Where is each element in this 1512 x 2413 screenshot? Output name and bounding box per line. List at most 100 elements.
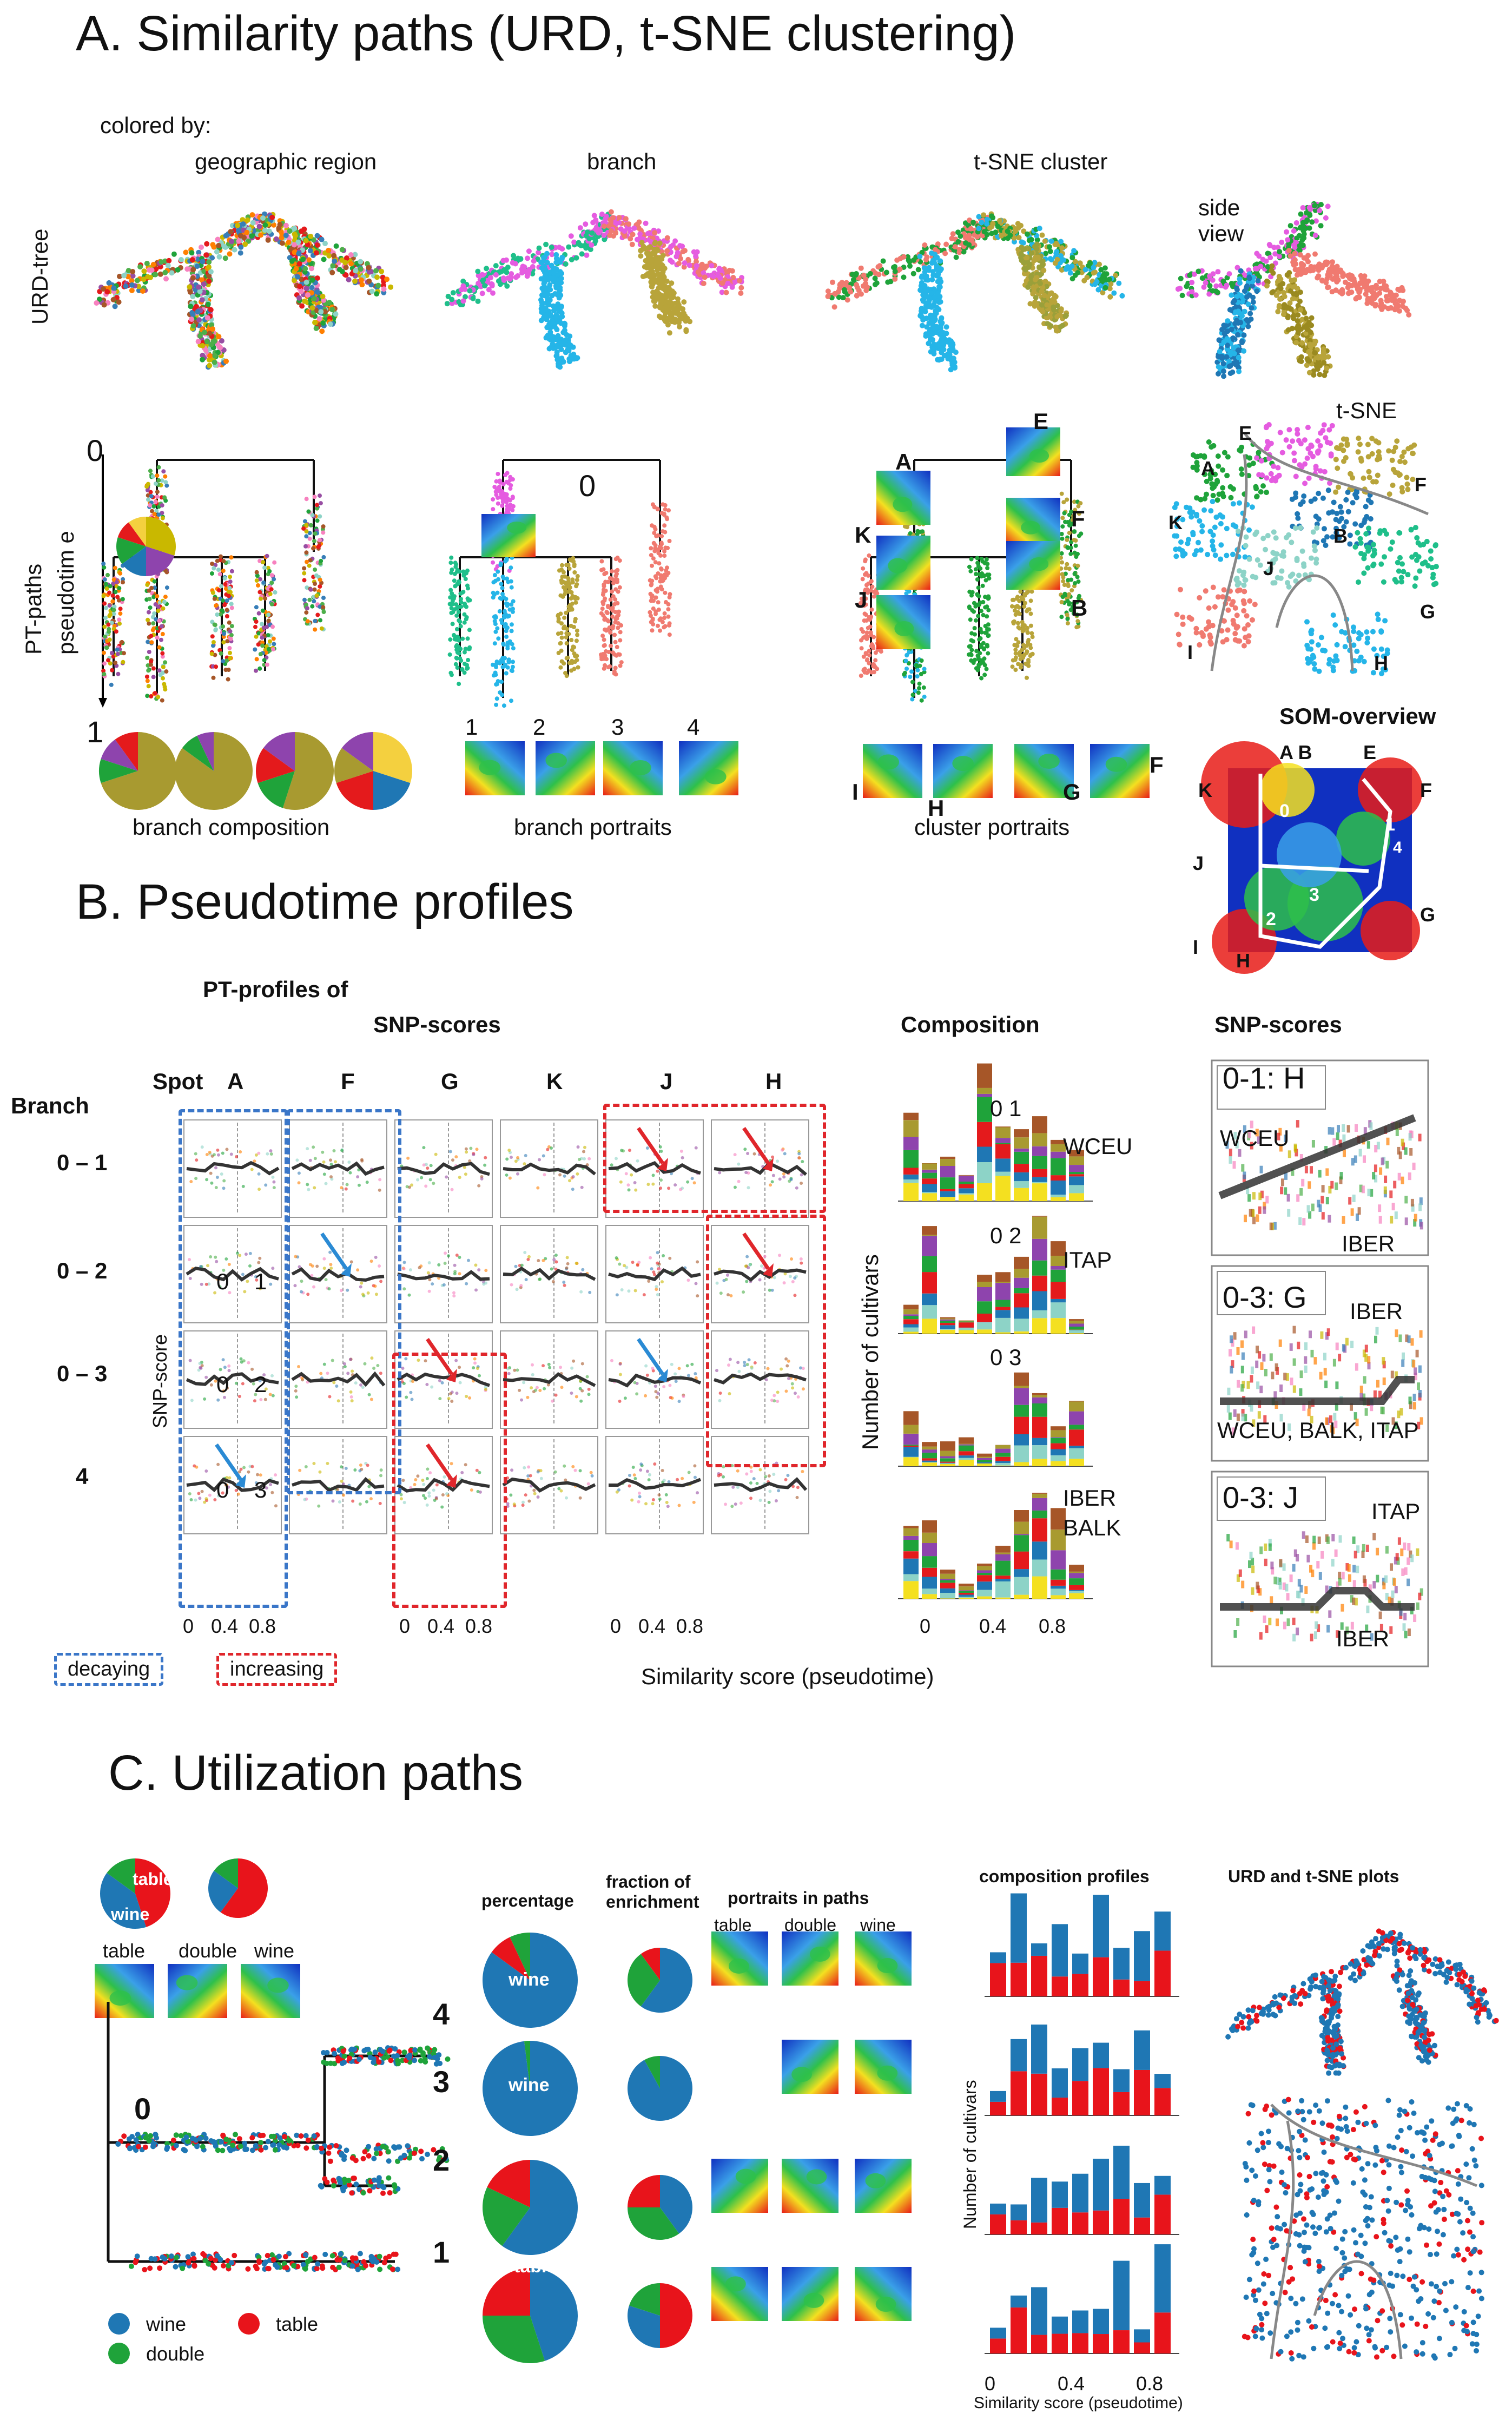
urd-point — [1236, 347, 1242, 353]
pt-point — [117, 617, 122, 622]
pt-point — [658, 628, 662, 633]
urd-point — [738, 291, 744, 296]
pt-point — [103, 605, 108, 610]
pt-point — [495, 626, 500, 631]
urd-point — [203, 347, 209, 353]
urd-point — [676, 303, 682, 309]
pt-point — [162, 682, 167, 687]
pt-point — [305, 606, 309, 611]
urd-point — [1372, 303, 1378, 309]
pt-point — [265, 553, 269, 558]
urd-point — [500, 258, 506, 263]
urd-point — [1295, 312, 1301, 318]
pt-point — [115, 651, 120, 656]
pt-point — [152, 579, 157, 584]
urd-point — [958, 233, 963, 239]
pt-point — [120, 639, 124, 644]
pt-point — [162, 599, 167, 604]
pt-point — [496, 577, 501, 582]
urd-point — [1245, 324, 1251, 329]
pt-point — [460, 667, 465, 672]
urd-point — [1308, 263, 1314, 269]
urd-point — [326, 300, 332, 306]
urd-point — [292, 242, 297, 248]
urd-point — [1277, 296, 1283, 302]
urd-point — [197, 288, 203, 294]
pt-point — [212, 596, 217, 601]
pt-point — [510, 507, 515, 512]
urd-point — [1091, 270, 1097, 276]
pt-point — [210, 634, 215, 639]
urd-point — [169, 270, 175, 276]
urd-point — [1027, 301, 1033, 307]
urd-point — [106, 280, 112, 286]
pt-point — [102, 624, 107, 629]
urd-point — [475, 298, 481, 304]
urd-point — [677, 324, 683, 329]
urd-point — [1270, 270, 1276, 276]
urd-point — [925, 277, 931, 283]
urd-point — [1179, 293, 1185, 299]
urd-point — [979, 220, 985, 226]
urd-point — [514, 273, 520, 279]
urd-point — [1325, 203, 1331, 209]
urd-point — [450, 290, 456, 296]
pt-point — [116, 671, 121, 676]
pt-point — [304, 523, 309, 528]
urd-point — [649, 275, 654, 281]
urd-point — [308, 234, 314, 239]
pt-point — [612, 671, 617, 676]
pt-point — [304, 610, 309, 615]
pt-point — [452, 607, 457, 612]
pt-point — [613, 587, 618, 592]
pt-point — [494, 702, 499, 707]
urd-point — [1058, 253, 1064, 259]
urd-point — [539, 309, 545, 315]
urd-point — [1024, 255, 1030, 261]
pt-point — [156, 695, 161, 700]
pt-point — [663, 530, 668, 535]
pt-point — [211, 675, 216, 680]
urd-point — [1327, 273, 1333, 278]
urd-point — [1216, 364, 1222, 370]
pt-point — [254, 578, 259, 583]
pt-point — [569, 623, 573, 628]
urd-point — [1233, 285, 1239, 291]
pt-point — [452, 632, 456, 637]
pt-point — [262, 565, 267, 570]
urd-point — [1094, 279, 1100, 285]
pt-point — [650, 563, 654, 568]
urd-point — [144, 260, 150, 266]
urd-point — [1116, 280, 1122, 286]
pt-point — [663, 590, 668, 595]
urd-point — [543, 271, 549, 276]
urd-point — [936, 284, 942, 289]
pt-point — [616, 625, 620, 630]
pt-point — [161, 665, 166, 669]
pt-point — [569, 638, 574, 642]
pt-point — [615, 555, 620, 560]
urd-point — [583, 233, 589, 239]
urd-point — [937, 332, 943, 337]
urd-point — [1238, 320, 1244, 326]
urd-point — [504, 269, 510, 275]
pt-point — [121, 580, 125, 585]
pt-point — [266, 618, 271, 623]
pt-point — [163, 480, 168, 485]
urd-point — [656, 313, 662, 319]
branch-num-3: 3 — [611, 714, 624, 740]
col-label-branch: branch — [587, 149, 657, 174]
urd-point — [1290, 313, 1296, 319]
urd-point — [997, 217, 1003, 223]
pt-point — [305, 585, 309, 590]
pt-point — [312, 539, 316, 544]
urd-point — [1318, 202, 1324, 208]
urd-point — [296, 295, 302, 301]
urd-point — [1221, 339, 1227, 345]
urd-point — [1238, 268, 1244, 274]
urd-point — [1051, 304, 1057, 310]
urd-point — [1400, 299, 1406, 305]
urd-point — [1102, 265, 1108, 271]
pt-point — [151, 666, 156, 671]
urd-point — [873, 270, 879, 276]
